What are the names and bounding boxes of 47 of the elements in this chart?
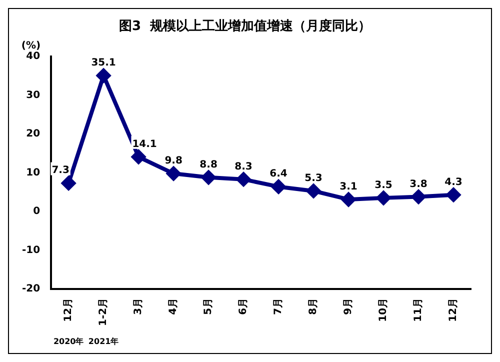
data-label: 9.8 [164,156,182,167]
data-label: 3.8 [410,178,428,190]
point [446,188,461,202]
point [272,180,286,194]
x-tick-label: 1-2月 [98,298,110,326]
point [96,68,111,83]
data-label: 5.3 [304,172,322,184]
text: 2020年 [53,336,84,346]
x-tick-label: 12月 [63,298,74,322]
data-label: 8.3 [234,161,252,172]
data-label: 3.5 [374,180,392,191]
x-tick-label: 3月 [133,298,144,315]
x-tick-label: 9月 [343,298,354,315]
y-tick-label: 30 [26,90,40,101]
point [236,172,251,186]
x-tick-label: 12月 [448,298,460,322]
data-label: 7.3 [52,165,70,176]
data-label: 3.1 [340,181,358,192]
y-tick-label: -20 [22,284,40,295]
x-tick-label: 6月 [238,298,250,315]
point [202,170,216,184]
y-tick-label: 0 [33,206,40,218]
data-label: 14.1 [132,138,157,150]
point [412,190,426,204]
data-label: 8.8 [200,159,218,170]
x-tick-label: 5月 [203,298,214,315]
point [342,192,356,206]
x-tick-label: 4月 [168,298,180,315]
y-tick-label: 10 [26,167,40,178]
chart-title: 图3 规模以上工业增加值增速（月度同比） [118,18,372,34]
y-tick-label: 20 [26,128,40,140]
point [62,176,76,190]
point [306,184,321,198]
x-tick-label: 8月 [308,298,320,315]
x-tick-label: 7月 [273,298,284,315]
x-tick-label: 11月 [413,298,424,322]
x-tick-label: 10月 [378,298,390,322]
data-label: 6.4 [270,168,288,180]
data-label: 4.3 [444,176,462,188]
data-label: 35.1 [91,58,116,69]
point [166,166,181,181]
text: 2021年 [88,336,119,346]
y-tick-label: -10 [22,244,40,256]
y-tick-label: 40 [26,51,40,62]
point [376,190,391,205]
y-axis-title: (%) [21,40,41,52]
point [132,150,146,164]
